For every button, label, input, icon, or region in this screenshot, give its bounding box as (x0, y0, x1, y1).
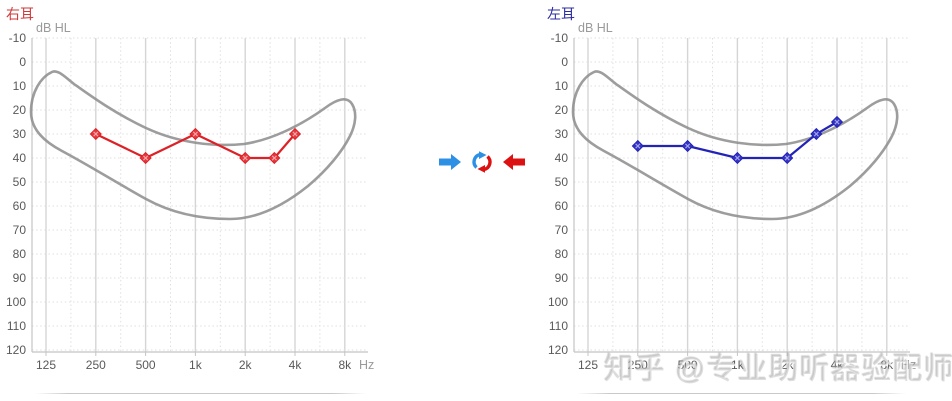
axes: 125 250 500 1k 2k 4k 8k Hz dB HL (573, 22, 916, 372)
x-axis-tick-label: 250 (86, 358, 106, 372)
speech-banana-overlay (29, 70, 357, 221)
x-axis-tick-label: 4k (831, 358, 845, 372)
marker-inner-cross (143, 155, 149, 161)
y-axis-tick-label: 90 (555, 271, 569, 285)
y-axis-tick-label: 50 (555, 175, 569, 189)
y-axis-tick-label: 0 (19, 55, 26, 69)
x-axis-tick-label: 8k (880, 358, 894, 372)
marker-inner-cross (242, 155, 248, 161)
right-ear-audiogram-chart[interactable]: -10 0 10 20 30 40 50 60 70 80 90 100 110 120 125 250 500… (0, 22, 420, 387)
y-axis-tick-label: 80 (555, 247, 569, 261)
axes: 125 250 500 1k 2k 4k 8k Hz dB HL (31, 22, 374, 372)
grid: -10 0 10 20 30 40 50 60 70 80 90 100 110 120 (6, 31, 368, 357)
marker-inner-cross (784, 155, 790, 161)
marker-inner-cross (292, 131, 298, 137)
y-axis-tick-label: 30 (13, 127, 27, 141)
swap-ears-button[interactable] (471, 151, 493, 173)
x-axis-tick-label: 125 (36, 358, 56, 372)
y-axis-tick-label: 120 (6, 343, 26, 357)
y-axis-tick-label: 50 (13, 175, 27, 189)
marker-inner-cross (635, 143, 641, 149)
x-axis-unit-label: Hz (901, 358, 916, 372)
swap-refresh-icon (472, 151, 492, 173)
y-axis-tick-label: 110 (7, 319, 26, 333)
y-axis-tick-label: 100 (6, 295, 26, 309)
right-panel-divider (35, 393, 366, 394)
x-axis-tick-label: 125 (578, 358, 598, 372)
y-axis-tick-label: 70 (555, 223, 569, 237)
copy-left-to-right-button[interactable] (502, 153, 526, 171)
x-axis-tick-label: 2k (781, 358, 795, 372)
y-axis-tick-label: 10 (555, 79, 569, 93)
y-axis-unit-label: dB HL (578, 22, 613, 35)
marker-inner-cross (734, 155, 740, 161)
x-axis-tick-label: 250 (628, 358, 648, 372)
transfer-toolbar (438, 151, 526, 173)
x-axis-tick-label: 2k (239, 358, 253, 372)
y-axis-tick-label: 20 (555, 103, 569, 117)
y-axis-tick-label: 60 (13, 199, 27, 213)
arrow-left-icon (503, 154, 525, 170)
left-ear-audiogram-chart[interactable]: -10 0 10 20 30 40 50 60 70 80 90 100 110 120 125 250 500… (542, 22, 952, 387)
y-axis-tick-label: -10 (9, 31, 27, 45)
y-axis-tick-label: 120 (548, 343, 568, 357)
marker-inner-cross (93, 131, 99, 137)
x-axis-tick-label: 1k (731, 358, 745, 372)
x-axis-tick-label: 8k (338, 358, 352, 372)
x-axis-tick-label: 1k (189, 358, 203, 372)
y-axis-tick-label: 40 (13, 151, 27, 165)
x-axis-unit-label: Hz (359, 358, 374, 372)
marker-inner-cross (685, 143, 691, 149)
y-axis-tick-label: 90 (13, 271, 27, 285)
x-axis-tick-label: 4k (289, 358, 303, 372)
left-panel-divider (577, 393, 906, 394)
y-axis-tick-label: 40 (555, 151, 569, 165)
copy-right-to-left-button[interactable] (438, 153, 462, 171)
y-axis-tick-label: 80 (13, 247, 27, 261)
right-ear-title: 右耳 (6, 6, 34, 22)
left-ear-title: 左耳 (547, 6, 575, 22)
y-axis-tick-label: 20 (13, 103, 27, 117)
y-axis-tick-label: 60 (555, 199, 569, 213)
x-axis-tick-label: 500 (678, 358, 698, 372)
right-ear-threshold-line (95, 132, 296, 160)
marker-inner-cross (192, 131, 198, 137)
y-axis-tick-label: 10 (13, 79, 27, 93)
grid: -10 0 10 20 30 40 50 60 70 80 90 100 110 120 (548, 31, 910, 357)
marker-inner-cross (271, 155, 277, 161)
x-axis-tick-label: 500 (136, 358, 156, 372)
y-axis-tick-label: 30 (555, 127, 569, 141)
y-axis-unit-label: dB HL (36, 22, 71, 35)
marker-inner-cross (834, 119, 840, 125)
y-axis-tick-label: -10 (551, 31, 569, 45)
arrow-right-icon (439, 154, 461, 170)
y-axis-tick-label: 100 (548, 295, 568, 309)
speech-banana-overlay (571, 70, 899, 221)
marker-inner-cross (813, 131, 819, 137)
y-axis-tick-label: 0 (561, 55, 568, 69)
y-axis-tick-label: 110 (549, 319, 568, 333)
y-axis-tick-label: 70 (13, 223, 27, 237)
